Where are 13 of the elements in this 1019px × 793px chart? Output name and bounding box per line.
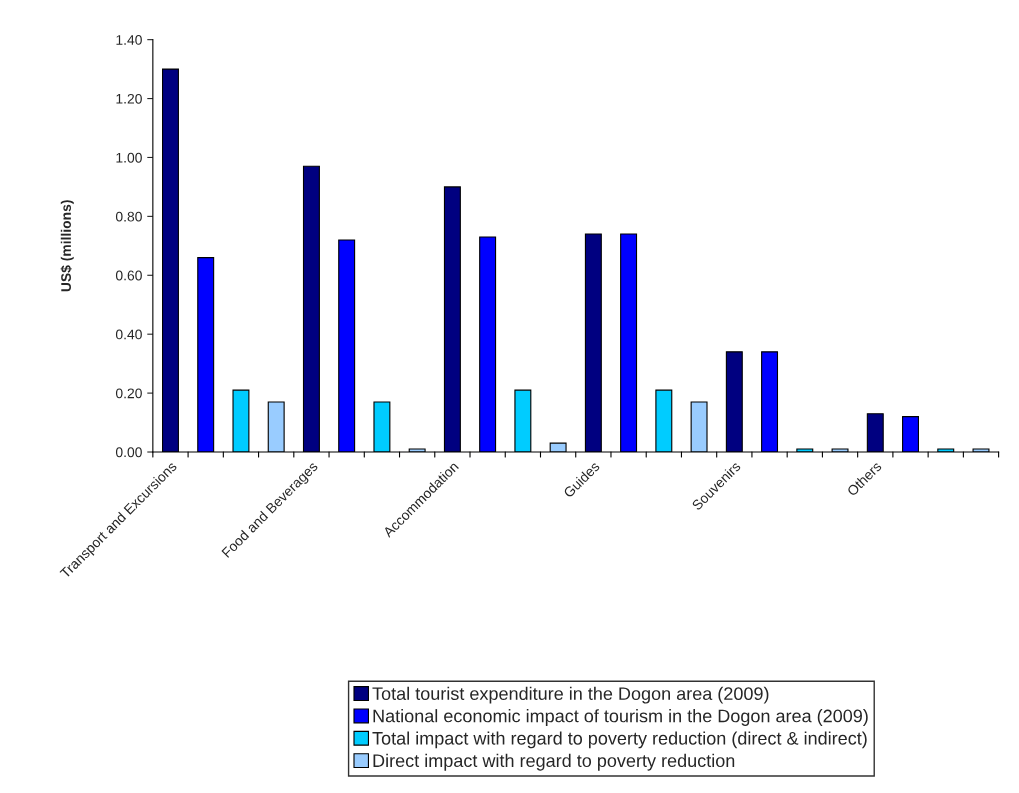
y-tick-label: 1.40 bbox=[116, 34, 142, 45]
legend-label: National economic impact of tourism in the Dogon area (2009) bbox=[373, 709, 868, 726]
y-tick-label: 0.60 bbox=[115, 270, 142, 281]
y-tick-label: 0.80 bbox=[115, 211, 142, 222]
y-tick-label: 0.40 bbox=[115, 329, 142, 340]
y-tick-label: 1.20 bbox=[116, 93, 142, 104]
y-axis-title: US$ (millions) bbox=[60, 200, 74, 292]
y-tick-label: 0.20 bbox=[115, 388, 142, 399]
y-tick-label: 0.00 bbox=[115, 447, 142, 458]
y-tick-label: 1.00 bbox=[116, 152, 142, 163]
legend-label: Total tourist expenditure in the Dogon area (2009) bbox=[372, 686, 769, 704]
legend-label: Direct impact with regard to poverty reduction bbox=[373, 753, 735, 771]
legend-label: Total impact with regard to poverty reduction (direct & indirect) bbox=[372, 731, 867, 749]
